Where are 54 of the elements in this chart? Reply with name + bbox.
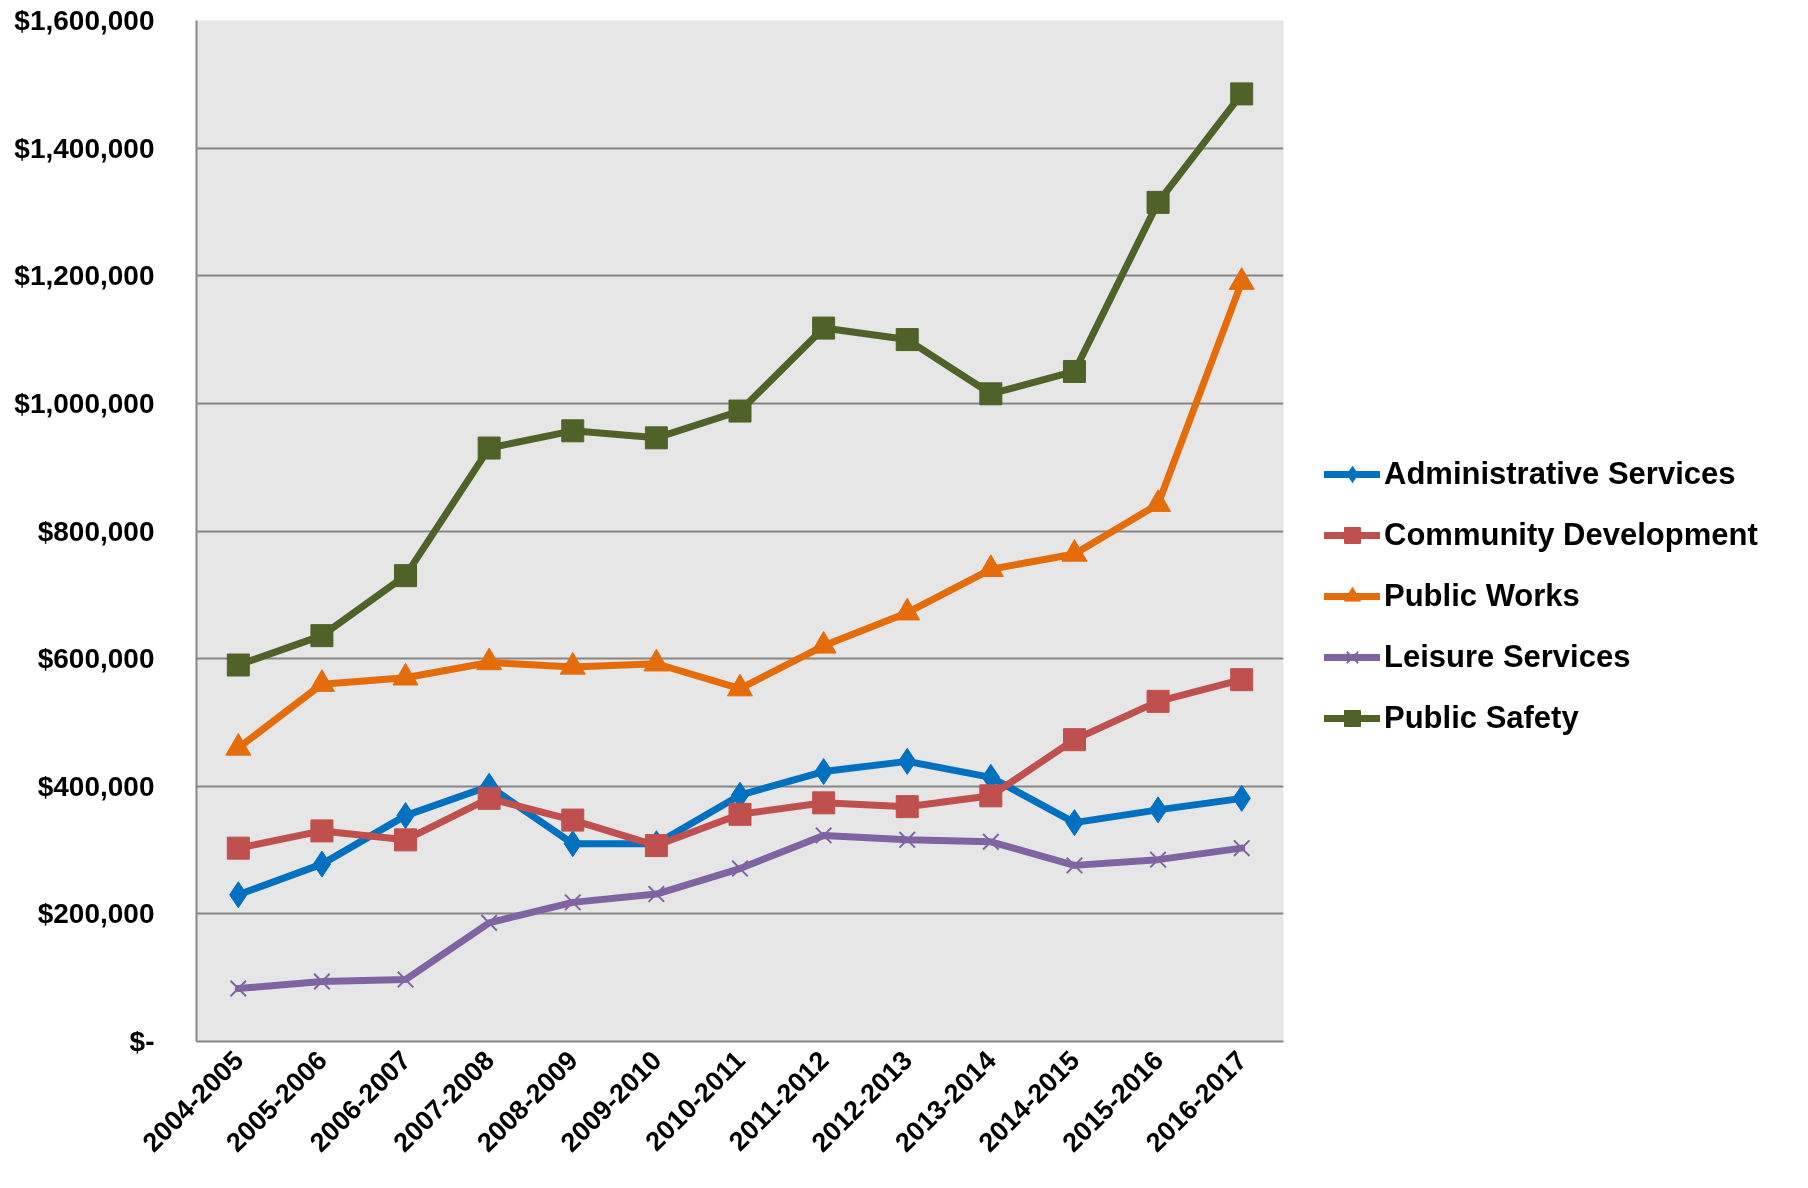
point: [480, 914, 498, 932]
y-tick-label: $400,000: [37, 770, 155, 802]
point: [1146, 190, 1170, 214]
y-tick-label: $1,400,000: [14, 132, 155, 164]
point: [396, 970, 415, 989]
y-tick-label: $600,000: [37, 643, 155, 675]
point: [647, 885, 666, 903]
legend-label: Leisure Services: [1384, 639, 1631, 675]
point: [477, 436, 501, 460]
point: [1230, 82, 1254, 106]
point: [814, 826, 833, 845]
y-tick-label: $1,000,000: [14, 387, 155, 419]
point: [226, 836, 250, 860]
legend-label: Public Works: [1384, 578, 1580, 614]
point: [310, 819, 334, 843]
point: [644, 426, 668, 450]
point: [310, 624, 334, 648]
y-tick-label: $1,200,000: [14, 260, 155, 292]
point: [1232, 839, 1251, 857]
point: [644, 834, 668, 858]
point: [979, 784, 1003, 808]
point: [1146, 689, 1170, 713]
legend-label: Administrative Services: [1384, 456, 1736, 492]
point: [226, 653, 250, 677]
point: [561, 808, 585, 832]
point: [728, 802, 752, 826]
y-tick-label: $200,000: [37, 898, 155, 930]
point: [979, 382, 1003, 406]
point: [895, 328, 919, 352]
point: [1065, 856, 1084, 875]
point: [394, 564, 418, 588]
point: [728, 399, 752, 423]
point: [895, 795, 919, 819]
legend-label: Public Safety: [1384, 700, 1579, 736]
y-tick-label: $1,600,000: [14, 5, 155, 36]
point: [982, 832, 1000, 851]
point: [312, 850, 332, 878]
point: [1062, 728, 1086, 752]
point: [1148, 796, 1168, 824]
point: [477, 786, 501, 810]
point: [563, 893, 582, 912]
point: [731, 859, 749, 878]
point: [812, 791, 836, 815]
point: [812, 316, 836, 340]
point: [229, 979, 248, 998]
point: [1230, 668, 1254, 692]
point: [1062, 359, 1086, 383]
legend-label: Community Development: [1384, 517, 1758, 553]
point: [1149, 850, 1167, 869]
point: [561, 419, 585, 443]
point: [394, 828, 418, 852]
point: [313, 972, 331, 991]
point: [898, 831, 917, 849]
y-tick-label: $800,000: [37, 515, 155, 547]
